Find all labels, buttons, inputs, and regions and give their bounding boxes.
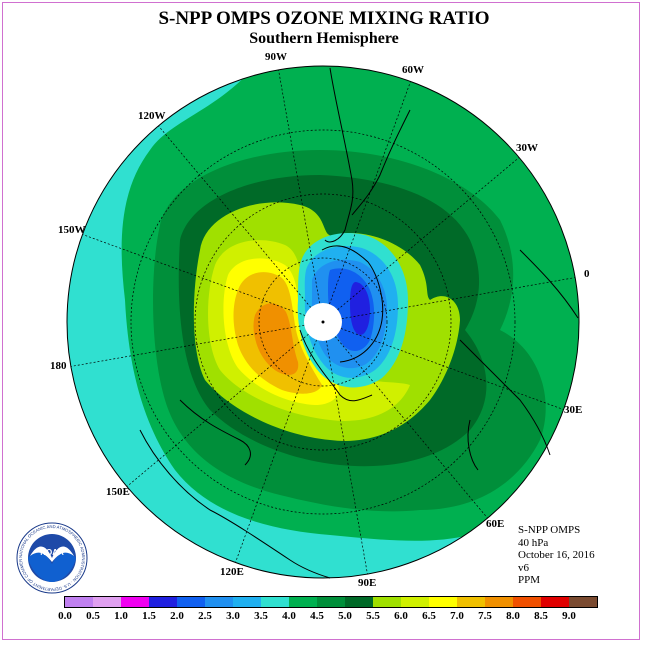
legend-swatch (569, 597, 597, 607)
contour-hole-1-5 (350, 282, 370, 335)
legend-tick-label: 8.0 (506, 610, 520, 622)
legend-tick-label: 1.5 (142, 610, 156, 622)
legend-tick-label: 7.0 (450, 610, 464, 622)
legend-swatch (261, 597, 289, 607)
contour-7-5 (253, 303, 299, 375)
legend-tick-label: 0.5 (86, 610, 100, 622)
contour-3-5 (67, 66, 478, 578)
legend-tick-label: 6.5 (422, 610, 436, 622)
legend-swatch (289, 597, 317, 607)
coastlines (139, 67, 579, 579)
meridian-line (341, 277, 576, 320)
legend-swatch (373, 597, 401, 607)
info-block: S-NPP OMPS 40 hPa October 16, 2016 v6 PP… (518, 524, 595, 587)
map-title: S-NPP OMPS OZONE MIXING RATIO (158, 8, 490, 29)
legend-swatch (93, 597, 121, 607)
lon-label-60w: 60W (402, 64, 424, 76)
map-border (66, 65, 580, 579)
meridian-line (340, 328, 564, 410)
pole-point (321, 320, 325, 324)
meridian-line (334, 336, 488, 519)
legend-colorbar (64, 596, 598, 608)
graticule (130, 129, 516, 515)
info-date: October 16, 2016 (518, 549, 595, 561)
meridian-line (329, 81, 411, 305)
info-units: PPM (518, 574, 541, 586)
legend-swatch (345, 597, 373, 607)
legend-swatch (121, 597, 149, 607)
legend-swatch (177, 597, 205, 607)
legend-tick-label: 4.0 (282, 610, 296, 622)
legend-swatch (317, 597, 345, 607)
lon-label-180: 180 (50, 360, 67, 372)
lon-label-150e: 150E (106, 486, 130, 498)
lon-label-90w: 90W (265, 51, 287, 63)
meridian-line (70, 324, 305, 367)
legend-tick-label: 0.0 (58, 610, 72, 622)
noaa-logo: NATIONAL OCEANIC AND ATMOSPHERIC ADMINIS… (16, 522, 88, 594)
lon-label-60e: 60E (486, 518, 505, 530)
legend-tick-label: 5.5 (366, 610, 380, 622)
meridian-line (82, 234, 306, 316)
meridian-line (278, 69, 321, 304)
legend-swatch (401, 597, 429, 607)
meridian-line (235, 339, 317, 563)
legend-tick-label: 7.5 (478, 610, 492, 622)
legend-tick-label: 6.0 (394, 610, 408, 622)
legend-tick-label: 3.5 (254, 610, 268, 622)
lon-label-90e: 90E (358, 577, 377, 589)
lon-label-30w: 30W (516, 142, 538, 154)
legend-tick-label: 4.5 (310, 610, 324, 622)
legend-swatch (205, 597, 233, 607)
legend-tick-label: 8.5 (534, 610, 548, 622)
lon-label-150w: 150W (58, 224, 86, 236)
legend-swatch (513, 597, 541, 607)
info-level: 40 hPa (518, 536, 549, 549)
meridian-line (337, 157, 520, 311)
legend-swatch (485, 597, 513, 607)
legend-ticks: 0.0 0.5 1.0 1.5 2.0 2.5 3.0 3.5 4.0 4.5 5.0 5.5 6.0 6… (58, 608, 598, 624)
legend-swatch (429, 597, 457, 607)
legend-tick-label: 1.0 (114, 610, 128, 622)
lon-label-120w: 120W (138, 110, 166, 122)
meridian-line (325, 340, 368, 575)
image-frame (2, 2, 640, 640)
noaa-logo-center-text: NOAA (40, 548, 64, 557)
legend-swatch (541, 597, 569, 607)
info-instrument: S-NPP OMPS (518, 524, 581, 536)
legend-tick-label: 9.0 (562, 610, 576, 622)
info-version: v6 (518, 561, 529, 574)
legend-swatch (65, 597, 93, 607)
lon-label-0: 0 (584, 268, 590, 280)
color-legend: 0.0 0.5 1.0 1.5 2.0 2.5 3.0 3.5 4.0 4.5 5.0 5.5 6.0 6… (58, 596, 598, 624)
legend-tick-label: 2.0 (170, 610, 184, 622)
legend-tick-label: 3.0 (226, 610, 240, 622)
meridians (70, 69, 576, 575)
legend-tick-label: 5.0 (338, 610, 352, 622)
legend-swatch (149, 597, 177, 607)
legend-swatch (233, 597, 261, 607)
map-subtitle: Southern Hemisphere (249, 30, 399, 47)
legend-swatch (457, 597, 485, 607)
meridian-line (158, 125, 312, 308)
lon-label-120e: 120E (220, 566, 244, 578)
meridian-line (126, 333, 309, 487)
legend-tick-label: 2.5 (198, 610, 212, 622)
lon-label-30e: 30E (564, 404, 583, 416)
